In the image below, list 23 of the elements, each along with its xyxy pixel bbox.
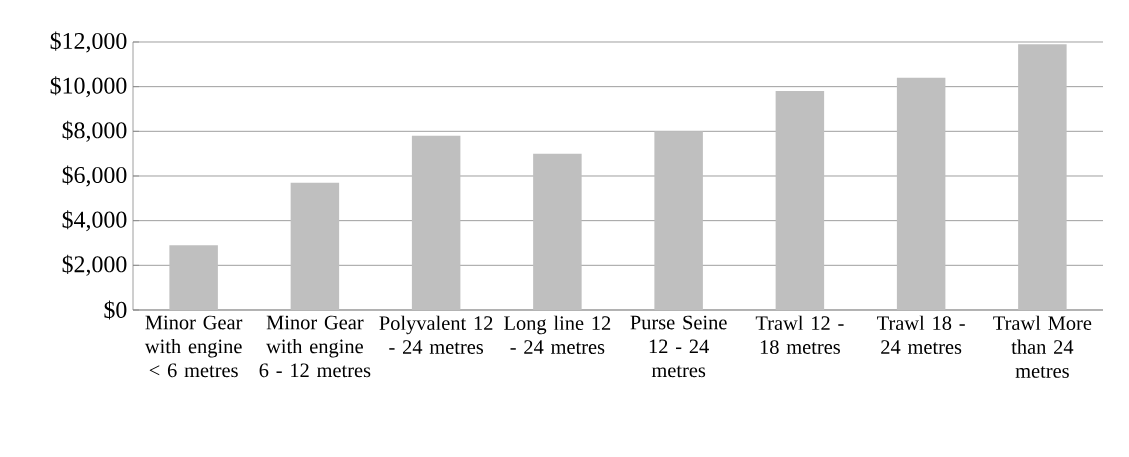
y-tick-label: $0 [104,300,127,320]
bar [169,245,218,310]
x-tick-label: Purse Seine 12 - 24 metres [630,315,727,378]
y-tick-label: $4,000 [62,210,127,232]
bar [1018,44,1067,310]
y-tick-label: $6,000 [62,165,127,187]
bar [533,153,582,310]
x-tick-label: Long line 12 - 24 metres [504,315,611,354]
y-tick-label: $8,000 [62,120,127,142]
bar [411,135,461,310]
x-tick-label: Trawl More than 24 metres [993,315,1092,378]
y-tick-label: $10,000 [50,76,127,98]
x-tick-label: Polyvalent 12 - 24 metres [379,315,493,354]
bar [775,91,825,310]
bar [290,182,340,310]
y-tick-label: $2,000 [62,254,127,276]
bar [654,131,703,310]
y-tick-label: $12,000 [50,31,127,53]
bar [896,77,946,310]
x-tick-label: Trawl 12 - 18 metres [755,315,844,354]
x-tick-label: Trawl 18 - 24 metres [877,315,965,354]
x-tick-label: Minor Gear with engine < 6 metres [144,315,243,378]
x-tick-label: Minor Gear with engine 6 - 12 metres [259,315,371,378]
